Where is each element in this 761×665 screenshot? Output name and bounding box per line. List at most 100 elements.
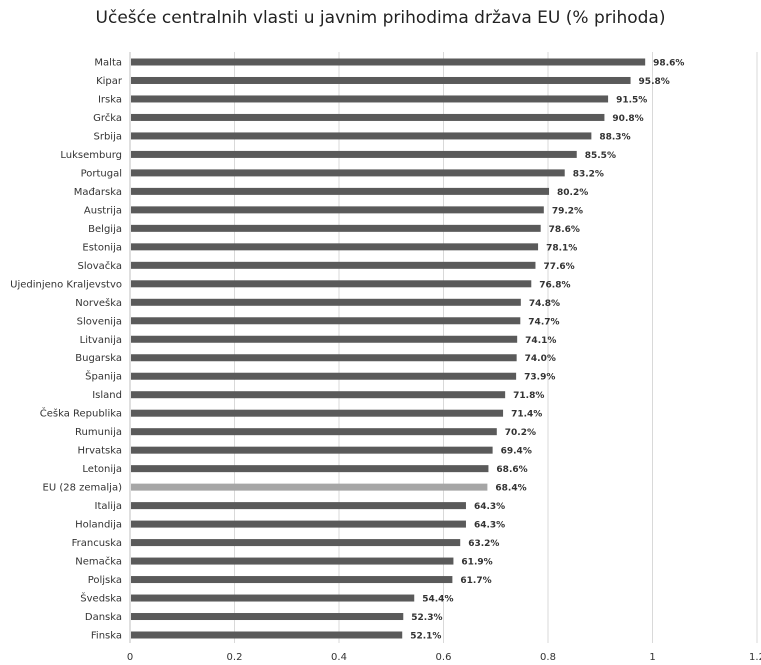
data-label: 52.3% [411, 613, 442, 623]
bar [131, 206, 544, 214]
bar [131, 169, 565, 177]
category-label: Nemačka [75, 556, 122, 568]
bars [131, 58, 646, 639]
data-label: 91.5% [616, 95, 647, 105]
data-label: 64.3% [474, 521, 505, 531]
category-label: Švedska [80, 592, 122, 605]
data-label: 74.7% [528, 317, 559, 327]
bar [131, 317, 521, 325]
data-label: 68.6% [496, 465, 527, 475]
category-label: Portugal [81, 168, 122, 179]
category-label: Estonija [82, 242, 122, 253]
x-tick-label: 0.8 [540, 652, 556, 663]
bar [131, 483, 488, 491]
data-label: 69.4% [501, 447, 532, 457]
category-label: Kipar [96, 76, 123, 87]
bar [131, 409, 504, 417]
data-label: 95.8% [639, 77, 670, 87]
category-label: Norveška [75, 297, 122, 309]
bar [131, 465, 489, 473]
category-labels: Malta Kipar Irska Grčka Srbija Luksemburg Port… [10, 58, 123, 642]
data-label: 85.5% [585, 151, 616, 161]
category-label: Španija [85, 370, 122, 383]
data-label: 73.9% [524, 373, 555, 383]
category-label: Austrija [84, 205, 122, 216]
bar [131, 187, 550, 195]
category-label: Francuska [72, 538, 122, 549]
data-label: 74.8% [529, 299, 560, 309]
bar [131, 576, 453, 584]
bar [131, 557, 454, 565]
data-label: 52.1% [410, 632, 441, 642]
data-label: 78.6% [549, 225, 580, 235]
category-label: Finska [91, 631, 122, 642]
category-label: Mađarska [74, 187, 122, 198]
bar [131, 132, 592, 140]
bar [131, 594, 415, 602]
category-label: Danska [85, 612, 122, 623]
category-label: Rumunija [75, 427, 122, 438]
x-tick-label: 0.6 [436, 652, 452, 663]
category-label: Italija [95, 501, 122, 512]
data-label: 74.1% [525, 336, 556, 346]
bar [131, 335, 518, 343]
category-label: Litvanija [80, 335, 122, 346]
category-label: EU (28 zemalja) [43, 483, 123, 494]
data-label: 98.6% [653, 59, 684, 69]
data-label: 76.8% [539, 280, 570, 290]
bar [131, 613, 404, 621]
x-tick-label: 0 [127, 652, 133, 663]
category-label: Island [92, 390, 122, 401]
data-label: 88.3% [599, 132, 630, 142]
category-label: Poljska [88, 575, 122, 586]
x-tick-label: 0.2 [227, 652, 243, 663]
data-label: 77.6% [543, 262, 574, 272]
category-label: Holandija [75, 520, 122, 531]
bar [131, 113, 605, 121]
category-label: Luksemburg [60, 150, 122, 161]
category-label: Hrvatska [77, 446, 122, 457]
category-label: Slovačka [77, 260, 122, 272]
gridlines [234, 52, 758, 643]
category-label: Ujedinjeno Kraljevstvo [10, 279, 122, 290]
bar [131, 76, 631, 84]
data-label: 70.2% [505, 428, 536, 438]
data-label: 80.2% [557, 188, 588, 198]
bar [131, 502, 466, 510]
bar [131, 428, 497, 436]
bar [131, 150, 577, 158]
bar [131, 539, 461, 547]
data-label: 61.9% [461, 558, 492, 568]
category-label: Bugarska [75, 353, 122, 364]
category-label: Letonija [82, 464, 122, 475]
bar [131, 243, 539, 251]
data-label: 90.8% [612, 114, 643, 124]
data-label: 54.4% [422, 595, 453, 605]
data-label: 71.4% [511, 410, 542, 420]
data-label: 83.2% [573, 169, 604, 179]
bar [131, 58, 646, 66]
data-label: 74.0% [525, 354, 556, 364]
data-labels: 98.6% 95.8% 91.5% 90.8% 88.3% 85.5% 83.2% 80.2%… [410, 59, 684, 642]
x-axis-ticks: 0 0.2 0.4 0.6 0.8 1 1.2 [127, 652, 761, 663]
x-tick-label: 1 [649, 652, 655, 663]
data-label: 61.7% [460, 576, 491, 586]
bar [131, 372, 517, 380]
bar [131, 224, 541, 232]
category-label: Češka Republika [40, 407, 122, 420]
chart-title: Učešće centralnih vlasti u javnim prihod… [95, 8, 666, 28]
category-label: Grčka [93, 112, 122, 124]
category-label: Irska [98, 94, 122, 105]
bar [131, 95, 609, 103]
data-label: 71.8% [513, 391, 544, 401]
category-label: Srbija [94, 131, 123, 142]
bar [131, 354, 517, 362]
bar [131, 520, 466, 528]
x-tick-label: 1.2 [749, 652, 761, 663]
category-label: Malta [94, 58, 122, 69]
x-tick-label: 0.4 [331, 652, 347, 663]
data-label: 78.1% [546, 243, 577, 253]
bar [131, 391, 506, 399]
bar [131, 446, 493, 454]
